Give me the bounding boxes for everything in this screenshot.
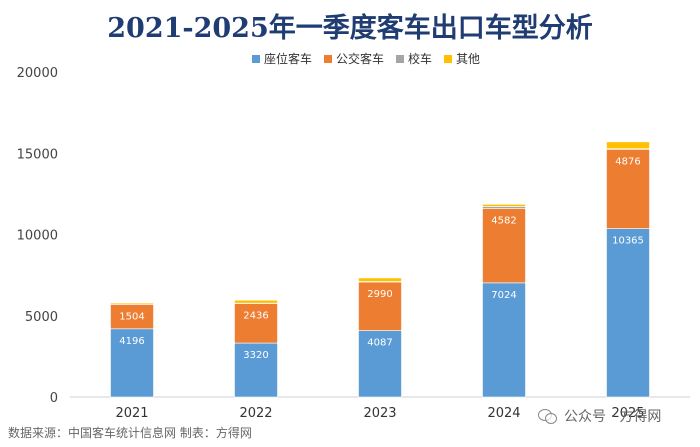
x-tick-label-2024: 2024 bbox=[487, 406, 520, 421]
data-source-note: 数据来源：中国客车统计信息网 制表：方得网 bbox=[8, 426, 252, 440]
watermark-text: 公众号 · 方得网 bbox=[564, 409, 662, 425]
data-label-2023-series-1: 2990 bbox=[367, 289, 392, 300]
x-tick-label-2021: 2021 bbox=[115, 406, 148, 421]
bar-2023-series-3 bbox=[358, 277, 402, 282]
bar-2025-series-3 bbox=[606, 141, 650, 149]
bar-2025-series-1 bbox=[606, 149, 650, 229]
data-label-2025-series-0: 10365 bbox=[612, 236, 644, 247]
legend-swatch-other bbox=[444, 54, 453, 63]
x-tick-label-2025: 2025 bbox=[611, 406, 644, 421]
data-label-2021-series-0: 4196 bbox=[119, 336, 144, 347]
data-label-2024-series-0: 7024 bbox=[491, 290, 516, 301]
bar-2021-series-3 bbox=[110, 302, 154, 305]
y-tick-label-15000: 15000 bbox=[17, 147, 58, 162]
bar-2022-series-3 bbox=[234, 299, 278, 304]
y-tick-label-20000: 20000 bbox=[17, 66, 58, 81]
y-tick-label-10000: 10000 bbox=[17, 229, 58, 244]
legend-swatch-city-bus bbox=[324, 54, 333, 63]
legend-label-other: 其他 bbox=[456, 52, 481, 66]
y-tick-label-0: 0 bbox=[50, 391, 58, 406]
data-label-2022-series-0: 3320 bbox=[243, 350, 268, 361]
legend-item-seat-bus: 座位客车 bbox=[252, 50, 312, 67]
x-tick-label-2022: 2022 bbox=[239, 406, 272, 421]
bar-2025-series-0 bbox=[606, 228, 650, 398]
legend-swatch-seat-bus bbox=[252, 54, 260, 63]
data-label-2023-series-0: 4087 bbox=[367, 338, 392, 349]
bar-2021-series-0 bbox=[110, 328, 154, 398]
data-label-2022-series-1: 2436 bbox=[243, 310, 268, 321]
legend-label-seat-bus: 座位客车 bbox=[264, 52, 313, 66]
x-tick-label-2023: 2023 bbox=[363, 406, 396, 421]
legend-label-school-bus: 校车 bbox=[408, 52, 433, 66]
legend-item-city-bus: 公交客车 bbox=[324, 50, 384, 67]
y-tick-label-5000: 5000 bbox=[25, 310, 58, 325]
bar-2022-series-1 bbox=[234, 303, 278, 344]
bar-2024-series-0 bbox=[482, 282, 526, 398]
chart-legend: 座位客车 公交客车 校车 其他 bbox=[252, 50, 480, 67]
legend-swatch-school-bus bbox=[396, 54, 405, 63]
watermark: 公众号 · 方得网 bbox=[538, 406, 661, 426]
chart-title: 2021-2025年一季度客车出口车型分析 bbox=[107, 13, 593, 44]
wechat-icon bbox=[538, 407, 558, 425]
bar-2024-series-3 bbox=[482, 204, 526, 207]
data-label-2024-series-1: 4582 bbox=[491, 215, 516, 226]
legend-item-other: 其他 bbox=[444, 50, 480, 67]
data-label-2021-series-1: 1504 bbox=[119, 311, 144, 322]
data-label-2025-series-1: 4876 bbox=[615, 156, 640, 167]
bar-2023-series-0 bbox=[358, 330, 402, 398]
legend-label-city-bus: 公交客车 bbox=[336, 52, 385, 66]
legend-item-school-bus: 校车 bbox=[396, 50, 432, 67]
